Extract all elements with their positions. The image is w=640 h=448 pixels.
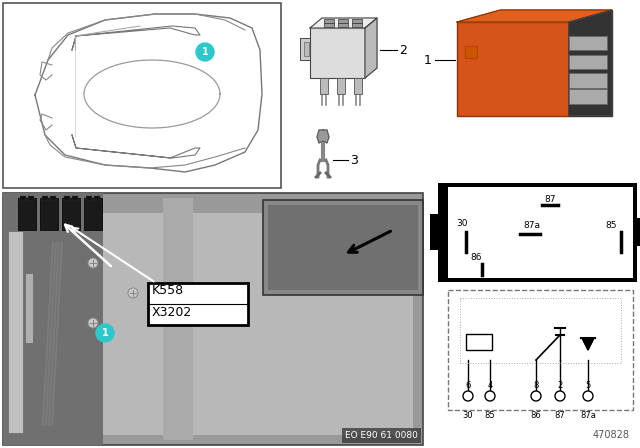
Bar [337, 78, 345, 94]
Bar [86, 196, 92, 200]
Bar [352, 19, 362, 23]
Bar [338, 19, 348, 23]
Bar [50, 196, 56, 200]
Circle shape [88, 318, 98, 328]
Text: 3: 3 [350, 154, 358, 167]
Polygon shape [582, 338, 594, 350]
Text: 1: 1 [424, 53, 432, 66]
Bar [448, 187, 633, 278]
Bar [163, 198, 193, 440]
Bar [324, 19, 334, 23]
Bar [352, 23, 362, 27]
Text: 85: 85 [484, 410, 495, 419]
Circle shape [88, 258, 98, 268]
Text: 87a: 87a [524, 221, 541, 231]
Bar [324, 23, 334, 27]
Circle shape [531, 391, 541, 401]
Bar [354, 78, 362, 94]
Circle shape [485, 391, 495, 401]
Bar [42, 196, 48, 200]
Polygon shape [310, 18, 377, 28]
Bar [148, 283, 248, 325]
Text: X3202: X3202 [152, 306, 192, 319]
Polygon shape [317, 130, 329, 143]
Bar [310, 28, 365, 78]
Text: 87: 87 [544, 194, 556, 203]
Bar [448, 290, 633, 410]
Bar [304, 42, 309, 56]
Circle shape [196, 43, 214, 61]
Bar [466, 334, 492, 350]
Bar [438, 183, 637, 282]
Bar [320, 78, 328, 94]
Bar [72, 196, 78, 200]
Circle shape [463, 391, 473, 401]
Bar [3, 3, 281, 188]
Text: K558: K558 [152, 284, 184, 297]
Text: 2: 2 [557, 382, 563, 391]
Bar [3, 193, 103, 445]
Text: 85: 85 [605, 221, 617, 231]
Text: 1: 1 [202, 47, 209, 57]
Bar [568, 55, 607, 69]
Bar [18, 198, 36, 230]
Bar [430, 214, 440, 250]
Text: 30: 30 [456, 220, 468, 228]
Text: 6: 6 [465, 382, 470, 391]
Bar [460, 298, 621, 363]
Bar [103, 213, 413, 435]
Bar [568, 90, 607, 104]
Bar [62, 198, 80, 230]
Polygon shape [457, 10, 612, 22]
Bar [465, 46, 477, 58]
Bar [84, 198, 102, 230]
Bar [20, 196, 26, 200]
Bar [457, 22, 568, 116]
Text: 30: 30 [463, 410, 474, 419]
Text: 1: 1 [102, 328, 108, 338]
Bar [568, 73, 607, 88]
Text: 470828: 470828 [593, 430, 630, 440]
Bar [94, 196, 100, 200]
Text: 87a: 87a [580, 410, 596, 419]
Polygon shape [365, 18, 377, 78]
Text: EO E90 61 0080: EO E90 61 0080 [345, 431, 418, 440]
Circle shape [96, 324, 114, 342]
Circle shape [128, 288, 138, 298]
Bar [568, 36, 607, 51]
Bar [268, 205, 418, 290]
Bar [300, 38, 310, 60]
Circle shape [583, 391, 593, 401]
Bar [263, 200, 423, 295]
Bar [25, 273, 33, 343]
Polygon shape [568, 10, 612, 116]
Bar [28, 196, 34, 200]
Text: 8: 8 [533, 382, 539, 391]
Text: 87: 87 [555, 410, 565, 419]
Text: 86: 86 [531, 410, 541, 419]
Text: 4: 4 [488, 382, 493, 391]
Bar [40, 198, 58, 230]
Text: 5: 5 [586, 382, 591, 391]
Bar [8, 231, 23, 433]
Bar [64, 196, 70, 200]
Bar [338, 23, 348, 27]
Bar [3, 193, 423, 445]
Bar [635, 218, 640, 246]
Text: 2: 2 [399, 43, 407, 56]
Circle shape [555, 391, 565, 401]
Text: 86: 86 [470, 254, 482, 263]
